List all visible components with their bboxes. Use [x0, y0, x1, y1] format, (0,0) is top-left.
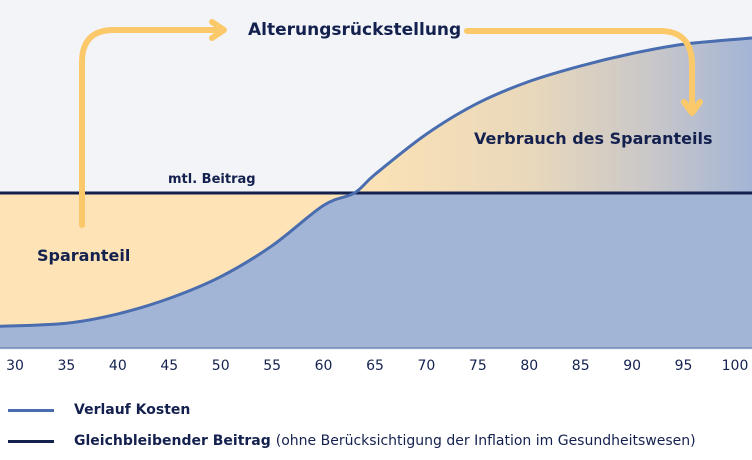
chart-area [0, 0, 752, 350]
legend-label: Verlauf Kosten [74, 402, 191, 418]
x-tick-label: 85 [571, 358, 590, 374]
cost-area [0, 193, 752, 348]
annotation-top: Alterungsrückstellung [248, 20, 462, 40]
series-line-cost [0, 36, 752, 328]
annotation-left: Sparanteil [37, 246, 131, 265]
x-tick-label: 55 [263, 358, 282, 374]
x-tick-label: 90 [623, 358, 642, 374]
annotation-line: mtl. Beitrag [168, 172, 256, 187]
x-tick-label: 95 [674, 358, 693, 374]
arrow-savings [79, 27, 225, 228]
legend-swatch [8, 408, 54, 412]
savings-usage-area [354, 38, 752, 193]
legend-item-cost: Verlauf Kosten [8, 402, 195, 418]
legend-swatch [8, 439, 54, 443]
legend-note: (ohne Berücksichtigung der Inflation im … [275, 433, 696, 449]
annotation-right: Verbrauch des Sparanteils [474, 129, 713, 148]
x-tick-label: 100 [721, 358, 749, 374]
arrowhead-icon [209, 19, 227, 41]
x-tick-label: 50 [211, 358, 230, 374]
x-tick-label: 40 [108, 358, 127, 374]
x-tick-label: 35 [57, 358, 76, 374]
x-tick-label: 75 [468, 358, 487, 374]
x-tick-label: 65 [366, 358, 384, 374]
arrowhead-icon [681, 99, 703, 116]
legend-label: Gleichbleibender Beitrag [74, 433, 271, 449]
x-tick-label: 45 [160, 358, 179, 374]
arrow-usage [464, 28, 695, 113]
legend-item-premium: Gleichbleibender Beitrag (ohne Berücksic… [8, 433, 696, 449]
x-tick-label: 60 [314, 358, 333, 374]
x-tick-label: 30 [6, 358, 24, 374]
x-tick-label: 80 [520, 358, 539, 374]
x-tick-label: 70 [417, 358, 436, 374]
